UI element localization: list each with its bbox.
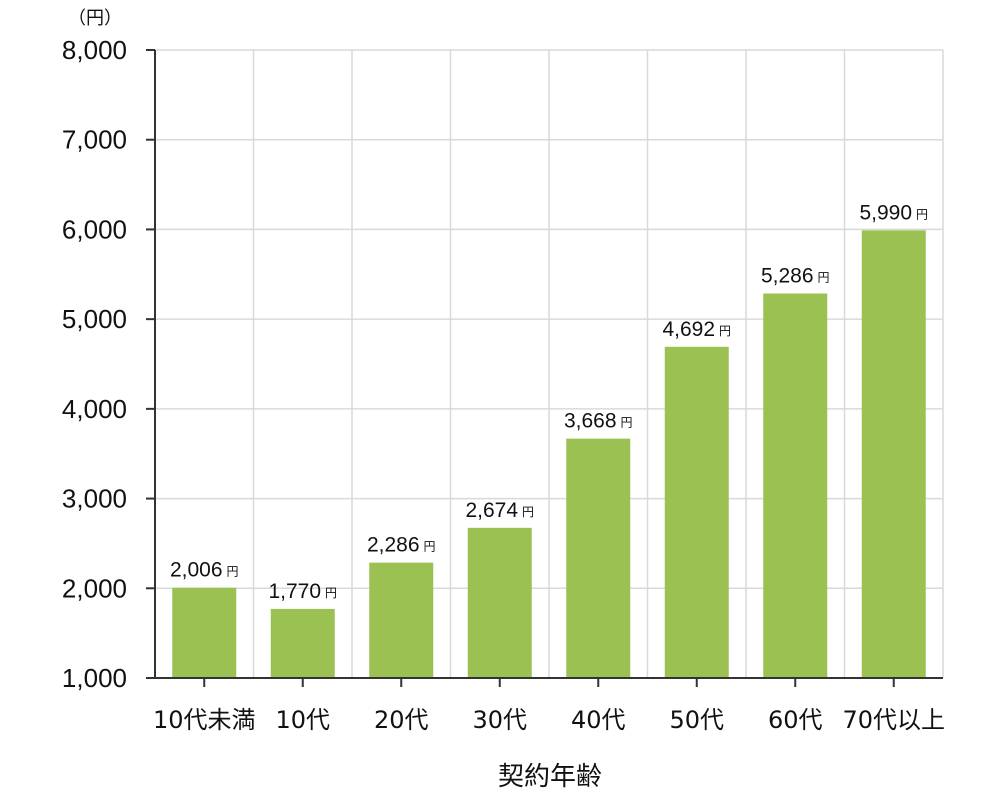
data-label: 2,286 円: [367, 534, 436, 557]
y-tick-label: 3,000: [62, 484, 127, 514]
bar: [566, 438, 631, 678]
x-tick-label: 10代: [275, 706, 330, 734]
data-label: 5,990 円: [859, 201, 928, 224]
data-labels: 2,006 円 1,770 円 2,286 円 2,674 円 3,668 円 4,692 円 5,28…: [170, 201, 928, 603]
y-tick-label: 4,000: [62, 394, 127, 424]
bar: [664, 346, 729, 678]
y-axis-unit-label: （円）: [68, 8, 122, 29]
x-tick-label: 50代: [669, 706, 724, 734]
data-label: 5,286 円: [761, 264, 830, 287]
grid-lines: [155, 49, 944, 678]
y-tick-label: 1,000: [62, 663, 127, 693]
bar: [172, 587, 237, 678]
bar: [270, 608, 335, 678]
axis-ticks: 1,000 2,000 3,000 4,000 5,000 6,000 7,000 8,000…: [62, 35, 945, 734]
bar: [763, 293, 828, 678]
bar: [861, 230, 926, 678]
x-tick-label: 70代以上: [842, 706, 945, 734]
x-tick-label: 60代: [768, 706, 823, 734]
x-tick-label: 20代: [374, 706, 429, 734]
data-label: 3,668 円: [564, 410, 633, 433]
bar: [467, 527, 532, 678]
y-tick-label: 5,000: [62, 304, 127, 334]
data-label: 1,770 円: [268, 580, 337, 603]
y-tick-label: 7,000: [62, 125, 127, 155]
y-tick-label: 6,000: [62, 214, 127, 244]
x-tick-label: 40代: [571, 706, 626, 734]
bars: [172, 230, 926, 678]
bar: [369, 562, 434, 678]
x-tick-label: 30代: [472, 706, 527, 734]
y-tick-label: 8,000: [62, 35, 127, 65]
data-label: 2,006 円: [170, 559, 239, 582]
x-tick-label: 10代未満: [153, 706, 256, 734]
axes: [154, 50, 943, 679]
y-tick-label: 2,000: [62, 573, 127, 603]
x-axis-title: 契約年齢: [498, 762, 602, 792]
data-label: 2,674 円: [465, 499, 534, 522]
data-label: 4,692 円: [662, 318, 731, 341]
